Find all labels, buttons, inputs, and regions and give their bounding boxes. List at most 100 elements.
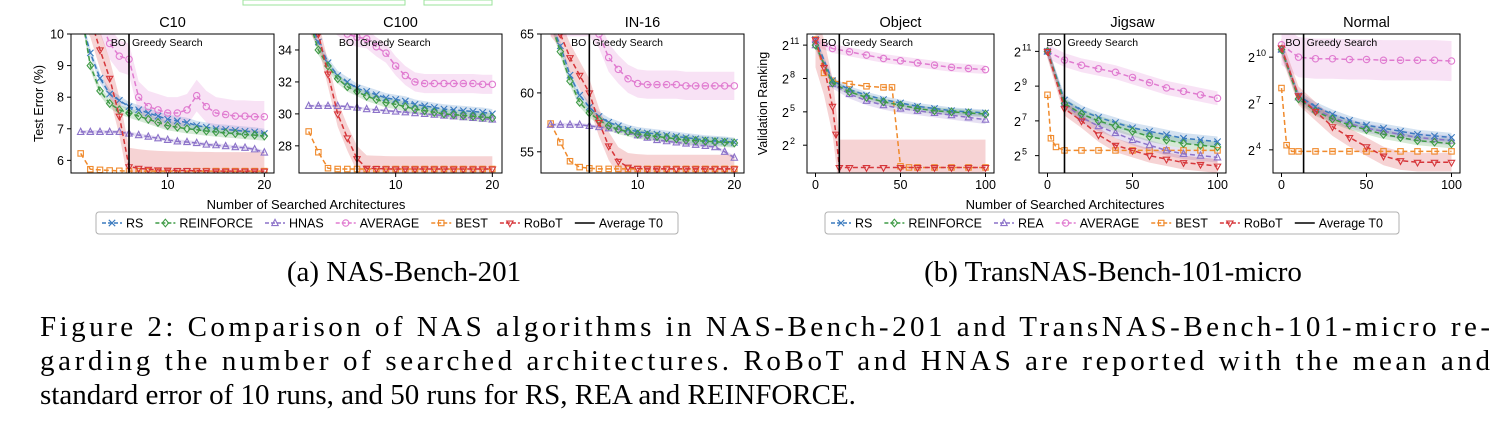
point-rs-c100 bbox=[430, 103, 438, 112]
point-average-normal bbox=[1396, 56, 1405, 65]
left-xlabel: Number of Searched Architectures bbox=[207, 197, 406, 212]
point-rs-in-16 bbox=[556, 42, 564, 50]
point-average-c100 bbox=[478, 80, 487, 89]
band-robot-c100 bbox=[310, 34, 493, 173]
plot-area-c100 bbox=[304, 23, 497, 173]
point-average-c100 bbox=[334, 23, 340, 29]
point-robot-in-16 bbox=[720, 166, 729, 173]
legend-entry-average-t0: Average T0 bbox=[574, 217, 663, 231]
point-average-normal bbox=[1345, 55, 1354, 64]
ytick-label-normal: 2 bbox=[1248, 98, 1255, 112]
point-reinforce-jigsaw bbox=[1128, 126, 1137, 136]
legend-label-rea: REA bbox=[1018, 217, 1044, 231]
chart-in-16: BO Greedy Search IN-16 10 20 55 60 65 bbox=[520, 15, 745, 192]
ylabel-c10: Test Error (%) bbox=[32, 65, 46, 142]
legend-label-robot: RoBoT bbox=[524, 217, 563, 231]
point-hnas-c100 bbox=[381, 105, 391, 114]
series-best-c100 bbox=[307, 131, 493, 170]
point-reinforce-jigsaw bbox=[1094, 116, 1103, 126]
point-average-jigsaw bbox=[1077, 61, 1086, 70]
point-robot-normal bbox=[1379, 153, 1388, 161]
chart-c100: BO Greedy Search C100 10 20 28 30 32 34 bbox=[278, 15, 503, 192]
title-c10: C10 bbox=[159, 15, 186, 31]
point-robot-normal bbox=[1413, 159, 1422, 168]
plot-area-jigsaw bbox=[1043, 44, 1222, 173]
point-average-object bbox=[981, 65, 990, 74]
point-robot-c100 bbox=[449, 166, 458, 173]
point-rs-c10 bbox=[135, 106, 143, 114]
point-rs-c10 bbox=[77, 15, 83, 21]
band-rs-object bbox=[815, 36, 986, 117]
point-average-jigsaw bbox=[1111, 68, 1120, 76]
point-reinforce-jigsaw bbox=[1077, 109, 1086, 119]
axes-frame-c100 bbox=[298, 33, 503, 174]
series-reinforce-in-16 bbox=[553, 34, 735, 144]
point-rea-object bbox=[896, 103, 905, 112]
point-average-in-16 bbox=[730, 82, 739, 90]
point-average-normal bbox=[1294, 53, 1303, 61]
point-hnas-in-16 bbox=[575, 119, 584, 128]
point-best-in-16 bbox=[615, 165, 622, 173]
point-robot-in-16 bbox=[614, 158, 623, 167]
point-robot-in-16 bbox=[681, 166, 691, 173]
point-average-c10 bbox=[173, 109, 182, 117]
legend-label-rs: RS bbox=[126, 217, 143, 231]
legend-label-hnas: HNAS bbox=[289, 217, 324, 231]
point-robot-normal bbox=[1328, 124, 1337, 132]
point-robot-c10 bbox=[77, 0, 83, 6]
point-rs-c100 bbox=[450, 106, 458, 114]
point-robot-object bbox=[811, 37, 820, 45]
point-average-object bbox=[913, 59, 922, 67]
band-robot-c10 bbox=[88, 34, 265, 173]
point-best-normal bbox=[1283, 141, 1290, 149]
point-reinforce-object bbox=[947, 107, 956, 117]
point-reinforce-in-16 bbox=[547, 18, 553, 26]
point-robot-c100 bbox=[420, 166, 429, 173]
point-robot-in-16 bbox=[643, 166, 652, 173]
chart-c10: BO Greedy Search C10 10 20 6 7 8 9 10 Test Error (… bbox=[32, 0, 275, 192]
ytick-label-in-16: 60 bbox=[520, 86, 534, 100]
point-average-c100 bbox=[362, 35, 371, 43]
point-average-c10 bbox=[212, 109, 220, 117]
point-reinforce-normal bbox=[1396, 132, 1405, 143]
point-reinforce-normal bbox=[1379, 129, 1388, 140]
point-robot-c100 bbox=[381, 166, 391, 173]
point-robot-c100 bbox=[478, 166, 487, 173]
point-reinforce-jigsaw bbox=[1162, 135, 1171, 145]
point-best-c100 bbox=[305, 128, 312, 135]
point-best-c10 bbox=[77, 150, 84, 157]
point-robot-jigsaw bbox=[1162, 156, 1171, 165]
point-reinforce-object bbox=[879, 97, 888, 107]
band-rs-c10 bbox=[83, 34, 265, 139]
point-hnas-c10 bbox=[115, 127, 124, 136]
point-robot-object bbox=[947, 164, 956, 173]
point-reinforce-c100 bbox=[430, 107, 439, 117]
point-average-jigsaw bbox=[1179, 87, 1188, 96]
point-average-c100 bbox=[401, 71, 410, 80]
series-reinforce-jigsaw bbox=[1046, 51, 1218, 148]
ylabel-object: Validation Ranking bbox=[756, 52, 770, 155]
point-average-normal bbox=[1430, 56, 1439, 65]
point-hnas-c10 bbox=[144, 131, 153, 140]
xtick-label-normal: 0 bbox=[1278, 178, 1285, 192]
point-robot-c10 bbox=[211, 168, 221, 173]
point-average-normal bbox=[1379, 56, 1388, 65]
point-robot-in-16 bbox=[662, 166, 671, 173]
point-robot-jigsaw bbox=[1145, 153, 1154, 161]
point-reinforce-c10 bbox=[134, 111, 143, 121]
ytick-label-in-16: 65 bbox=[520, 28, 534, 42]
point-rea-jigsaw bbox=[1128, 135, 1137, 144]
point-rs-in-16 bbox=[576, 91, 584, 99]
point-average-c10 bbox=[77, 0, 83, 6]
point-average-in-16 bbox=[614, 65, 623, 74]
legend-marker-reinforce bbox=[890, 218, 899, 228]
point-reinforce-c100 bbox=[440, 109, 448, 119]
ytick-exponent-jigsaw: 7 bbox=[1022, 112, 1027, 122]
point-reinforce-normal bbox=[1447, 139, 1456, 149]
point-robot-object bbox=[879, 164, 888, 173]
point-average-c10 bbox=[97, 15, 103, 21]
series-average-normal bbox=[1281, 44, 1452, 62]
legend-marker-best bbox=[1157, 219, 1165, 227]
point-average-object bbox=[879, 54, 888, 63]
ytick-exponent-jigsaw: 11 bbox=[1022, 42, 1031, 52]
